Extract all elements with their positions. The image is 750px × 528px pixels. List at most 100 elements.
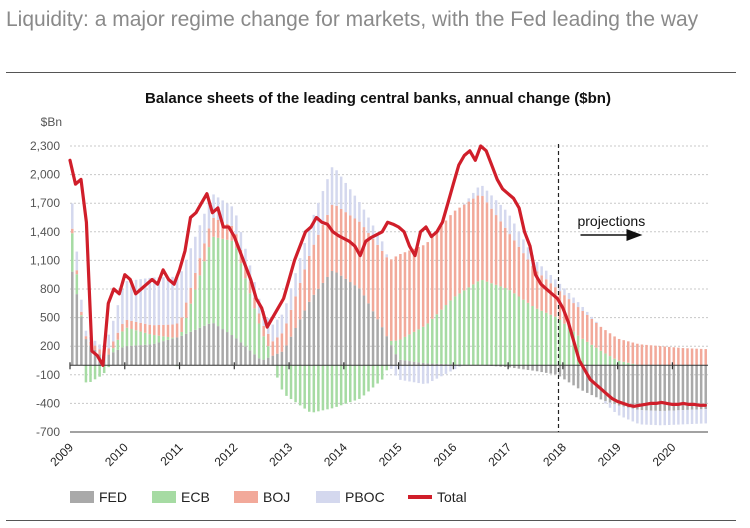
bar-fed <box>143 344 147 366</box>
bar-boj <box>526 259 530 303</box>
bar-pboc <box>380 241 384 251</box>
bar-pboc <box>613 404 616 412</box>
bar-pboc <box>544 270 548 280</box>
bar-pboc <box>435 365 439 379</box>
bar-fed <box>116 349 120 366</box>
chart-title: Balance sheets of the leading central ba… <box>145 90 611 107</box>
bar-fed <box>663 365 666 411</box>
bar-ecb <box>472 284 475 366</box>
bar-pboc <box>567 292 571 300</box>
bar-ecb <box>171 337 174 339</box>
bar-ecb <box>531 306 534 366</box>
bar-ecb <box>107 365 110 368</box>
bar-ecb <box>102 365 106 374</box>
bar-fed <box>349 282 352 366</box>
bar-ecb <box>207 247 211 324</box>
bar-pboc <box>549 275 553 284</box>
bar-ecb <box>490 283 493 366</box>
bar-pboc <box>649 410 653 425</box>
bar-fed <box>613 365 616 405</box>
bar-boj <box>576 307 580 336</box>
bar-pboc <box>166 277 170 325</box>
bar-pboc <box>444 365 448 374</box>
bar-fed <box>130 345 133 366</box>
bar-boj <box>98 349 101 355</box>
bar-boj <box>216 219 220 238</box>
bar-pboc <box>198 225 202 259</box>
bar-boj <box>262 325 265 337</box>
bar-fed <box>440 363 443 366</box>
bar-ecb <box>481 280 484 366</box>
bar-ecb <box>554 316 557 366</box>
bar-ecb <box>385 365 388 371</box>
x-tick-label: 2018 <box>540 440 569 469</box>
bar-boj <box>604 330 607 354</box>
y-tick-label: 1,400 <box>30 225 60 239</box>
legend-swatch-fed <box>70 491 94 503</box>
bar-pboc <box>312 214 316 245</box>
bar-pboc <box>399 365 402 380</box>
bar-boj <box>80 311 83 316</box>
bar-pboc <box>581 306 584 311</box>
bar-fed <box>431 363 434 366</box>
bar-pboc <box>563 288 566 296</box>
bar-boj <box>153 325 156 336</box>
bar-fed <box>421 362 425 366</box>
bar-boj <box>444 220 448 306</box>
bar-boj <box>467 201 471 288</box>
bar-ecb <box>431 318 434 364</box>
bar-fed <box>303 310 306 366</box>
bottom-rule <box>6 520 736 521</box>
bar-pboc <box>490 195 493 209</box>
bar-ecb <box>421 326 425 363</box>
bar-pboc <box>654 410 657 426</box>
bar-boj <box>385 257 388 337</box>
bar-pboc <box>608 402 612 408</box>
y-tick-label: 200 <box>40 339 60 353</box>
bar-fed <box>686 365 689 410</box>
bar-fed <box>80 316 83 366</box>
bar-pboc <box>330 167 334 206</box>
bar-ecb <box>572 331 575 366</box>
bar-pboc <box>148 277 152 325</box>
x-tick-label: 2009 <box>47 440 76 469</box>
bar-pboc <box>285 303 288 324</box>
bar-fed <box>503 365 507 367</box>
bar-pboc <box>171 276 174 325</box>
bar-pboc <box>143 278 147 324</box>
bar-fed <box>84 339 88 366</box>
bar-pboc <box>453 365 457 370</box>
bar-pboc <box>554 279 557 288</box>
bar-boj <box>440 225 443 310</box>
bar-boj <box>244 265 247 279</box>
bar-boj <box>499 221 502 287</box>
legend-swatch-boj <box>234 491 258 503</box>
bar-boj <box>476 195 480 282</box>
bar-ecb <box>235 248 238 339</box>
bar-fed <box>376 319 379 366</box>
bar-ecb <box>262 336 265 360</box>
bar-pboc <box>203 213 206 244</box>
bar-ecb <box>567 327 571 366</box>
bar-boj <box>371 238 375 312</box>
bar-fed <box>317 288 320 366</box>
bar-pboc <box>394 365 398 376</box>
bar-ecb <box>321 365 325 411</box>
bar-boj <box>554 287 557 317</box>
bar-boj <box>280 333 284 352</box>
bar-pboc <box>695 409 698 424</box>
bar-pboc <box>93 340 97 346</box>
bar-boj <box>431 236 434 319</box>
legend-swatch-ecb <box>152 491 176 503</box>
bar-boj <box>453 210 457 297</box>
bar-fed <box>248 350 252 366</box>
bar-fed <box>695 365 698 410</box>
bar-pboc <box>353 195 357 219</box>
bar-boj <box>412 248 416 332</box>
headline: Liquidity: a major regime change for mar… <box>6 8 699 31</box>
bar-boj <box>376 244 379 320</box>
bar-ecb <box>276 365 279 378</box>
bar-pboc <box>244 248 247 266</box>
bar-fed <box>148 344 152 366</box>
bar-ecb <box>604 353 607 366</box>
